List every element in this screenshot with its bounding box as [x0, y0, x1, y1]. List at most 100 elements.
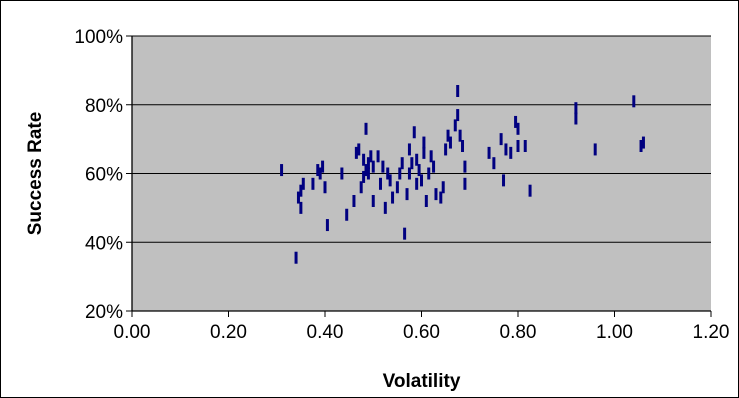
data-point [516, 140, 520, 152]
data-point [321, 160, 325, 173]
y-tick-label: 100% [74, 27, 123, 48]
data-point [403, 227, 407, 240]
data-point [381, 160, 385, 173]
data-point [446, 129, 450, 142]
data-point [366, 157, 370, 170]
data-point [439, 191, 443, 204]
data-point [574, 112, 578, 125]
data-point [371, 195, 375, 207]
data-point [354, 146, 358, 159]
data-point [412, 126, 416, 139]
data-point [301, 177, 305, 190]
data-point [340, 167, 344, 180]
data-point [441, 181, 445, 194]
data-point [386, 167, 390, 180]
data-point [448, 136, 452, 149]
y-tick-label: 80% [85, 96, 123, 117]
data-point [574, 102, 578, 115]
data-point [461, 140, 465, 152]
data-point [422, 146, 426, 159]
y-tick-label: 40% [85, 233, 123, 254]
x-tick-label: 1.00 [596, 322, 633, 343]
data-point [424, 195, 428, 207]
data-point [323, 181, 327, 194]
x-tick-label: 0.80 [500, 322, 537, 343]
data-point [417, 164, 421, 177]
data-point [415, 177, 419, 190]
data-point [516, 122, 520, 135]
data-point [369, 150, 373, 163]
data-point [325, 219, 329, 232]
x-axis-title: Volatility [383, 371, 461, 392]
data-point [458, 129, 462, 142]
axes [126, 35, 712, 317]
data-point [487, 146, 491, 159]
data-point [528, 184, 532, 197]
data-point [362, 170, 366, 183]
data-point [429, 150, 433, 163]
data-point [641, 136, 645, 149]
data-point [311, 177, 315, 190]
x-tick-label: 0.20 [210, 322, 247, 343]
data-point [395, 181, 399, 194]
data-point [359, 181, 363, 194]
x-tick-label: 0.60 [403, 322, 440, 343]
data-point [391, 191, 395, 204]
data-point [383, 201, 387, 214]
data-point [294, 251, 298, 264]
data-point [398, 167, 402, 180]
y-tick-labels: 20% 40% 60% 80% 100% [74, 27, 123, 323]
data-point [316, 164, 320, 177]
data-point [407, 167, 411, 180]
data-point [415, 153, 419, 166]
data-point [362, 153, 366, 166]
x-tick-label: 1.20 [693, 322, 730, 343]
data-point [504, 143, 508, 156]
data-point [405, 188, 409, 201]
data-point [388, 174, 392, 187]
data-point [593, 143, 597, 156]
y-axis-title: Success Rate [25, 112, 46, 236]
data-point [364, 122, 368, 135]
data-point [444, 143, 448, 156]
data-point [352, 195, 356, 207]
y-tick-label: 60% [85, 165, 123, 186]
data-point [299, 201, 303, 214]
x-tick-label: 0.00 [114, 322, 151, 343]
data-point [432, 160, 436, 173]
data-point [523, 140, 527, 152]
data-point [422, 136, 426, 149]
data-point [364, 164, 368, 177]
data-point [299, 184, 303, 197]
data-point [639, 140, 643, 152]
data-point [427, 167, 431, 180]
data-point [366, 167, 370, 180]
data-point [463, 177, 467, 190]
x-tick-label: 0.40 [307, 322, 344, 343]
data-point [371, 160, 375, 173]
data-point [434, 188, 438, 201]
data-point [378, 177, 382, 190]
data-point [509, 146, 513, 159]
data-point [456, 109, 460, 122]
data-point [456, 85, 460, 97]
data-point [296, 191, 300, 204]
x-tick-labels: 0.00 0.20 0.40 0.60 0.80 1.00 1.20 [114, 322, 730, 343]
data-point [407, 143, 411, 156]
data-point [357, 143, 361, 156]
data-point [492, 157, 496, 170]
data-point [514, 115, 518, 128]
data-point [318, 167, 322, 180]
data-point [420, 174, 423, 187]
data-points [280, 85, 645, 264]
data-point [499, 133, 503, 146]
data-point [502, 174, 506, 187]
data-point [280, 164, 284, 177]
data-point [463, 160, 467, 173]
data-point [632, 95, 636, 108]
data-point [410, 157, 414, 170]
y-tick-label: 20% [85, 302, 123, 323]
data-point [400, 157, 404, 170]
data-point [376, 150, 380, 163]
